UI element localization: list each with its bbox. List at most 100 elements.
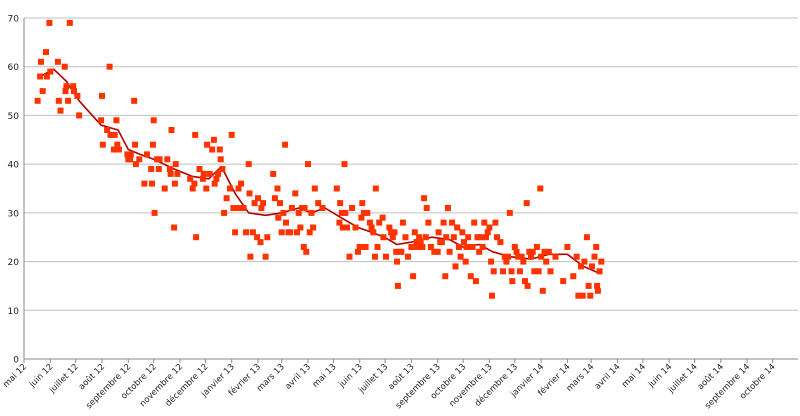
data-point	[516, 268, 523, 275]
data-point	[230, 205, 237, 211]
data-point	[295, 209, 302, 216]
data-point	[246, 190, 253, 197]
data-point	[552, 253, 559, 260]
data-point	[262, 253, 269, 260]
data-point	[459, 229, 466, 236]
data-point	[508, 268, 515, 275]
data-point	[111, 131, 118, 138]
data-point	[76, 112, 83, 119]
data-point	[192, 131, 199, 138]
scatter-points	[34, 19, 605, 299]
x-tick-label: mai 14	[620, 362, 648, 390]
data-point	[598, 258, 605, 265]
trend-line	[39, 68, 601, 275]
x-tick-label: mai 12	[1, 362, 29, 390]
data-point	[462, 258, 469, 265]
data-point	[70, 83, 77, 90]
data-point	[364, 209, 371, 216]
data-point	[547, 268, 554, 275]
data-point	[391, 229, 398, 236]
data-point	[427, 244, 434, 250]
data-point	[106, 63, 113, 70]
data-point	[255, 195, 261, 202]
data-point	[303, 248, 310, 255]
data-point	[258, 205, 265, 211]
data-point	[98, 117, 105, 124]
data-point	[211, 180, 218, 187]
data-point	[585, 282, 592, 289]
data-point	[168, 127, 175, 133]
data-point	[461, 239, 467, 246]
data-point	[34, 97, 41, 104]
data-point	[221, 209, 228, 216]
data-point	[591, 253, 598, 260]
data-point	[455, 244, 462, 250]
data-point	[251, 200, 258, 207]
data-point	[306, 229, 313, 236]
y-tick-label: 10	[8, 307, 20, 317]
data-point	[254, 234, 261, 241]
data-point	[477, 234, 484, 241]
data-point	[71, 88, 77, 95]
data-point	[501, 253, 508, 260]
data-point	[537, 185, 544, 192]
data-point	[280, 209, 287, 216]
data-point	[167, 170, 174, 177]
data-point	[368, 224, 375, 231]
data-point	[419, 244, 426, 250]
data-point	[62, 88, 69, 95]
x-tick-label: décembre 12	[163, 361, 211, 409]
data-point	[484, 229, 491, 236]
data-point	[110, 146, 117, 153]
data-point	[172, 161, 179, 168]
data-point	[124, 151, 131, 158]
data-point	[593, 244, 600, 250]
data-point	[43, 49, 49, 56]
data-point	[393, 248, 400, 255]
data-point	[490, 268, 497, 275]
data-point	[479, 244, 486, 250]
data-point	[308, 209, 315, 216]
data-point	[434, 248, 441, 255]
x-tick-label: mai 13	[311, 362, 339, 390]
data-point	[283, 219, 289, 226]
data-point	[333, 185, 340, 192]
data-point	[114, 141, 121, 148]
data-point	[380, 234, 387, 241]
data-point	[408, 244, 415, 250]
data-point	[278, 229, 285, 236]
data-point	[578, 263, 584, 270]
data-point	[287, 229, 294, 236]
data-point	[515, 253, 522, 260]
data-point	[275, 214, 282, 221]
data-point	[233, 205, 240, 211]
data-point	[596, 268, 603, 275]
data-point	[355, 248, 361, 255]
data-point	[545, 248, 552, 255]
data-point	[383, 253, 389, 260]
y-tick-label: 30	[8, 209, 20, 219]
data-point	[513, 248, 520, 255]
data-point	[204, 141, 211, 148]
data-point	[297, 224, 304, 231]
data-point	[199, 175, 206, 182]
data-point	[486, 224, 493, 231]
data-point	[469, 244, 476, 250]
data-point	[543, 258, 550, 265]
data-point	[337, 200, 344, 207]
data-point	[454, 224, 461, 231]
data-point	[583, 234, 590, 241]
data-point	[388, 229, 395, 236]
data-point	[245, 161, 252, 168]
data-point	[115, 146, 122, 153]
data-point	[587, 292, 594, 299]
data-point	[143, 151, 150, 158]
data-point	[489, 292, 495, 299]
data-point	[209, 146, 216, 153]
data-point	[54, 58, 61, 65]
data-point	[148, 166, 155, 172]
data-point	[560, 278, 567, 285]
data-point	[200, 170, 207, 177]
data-point	[440, 219, 447, 226]
